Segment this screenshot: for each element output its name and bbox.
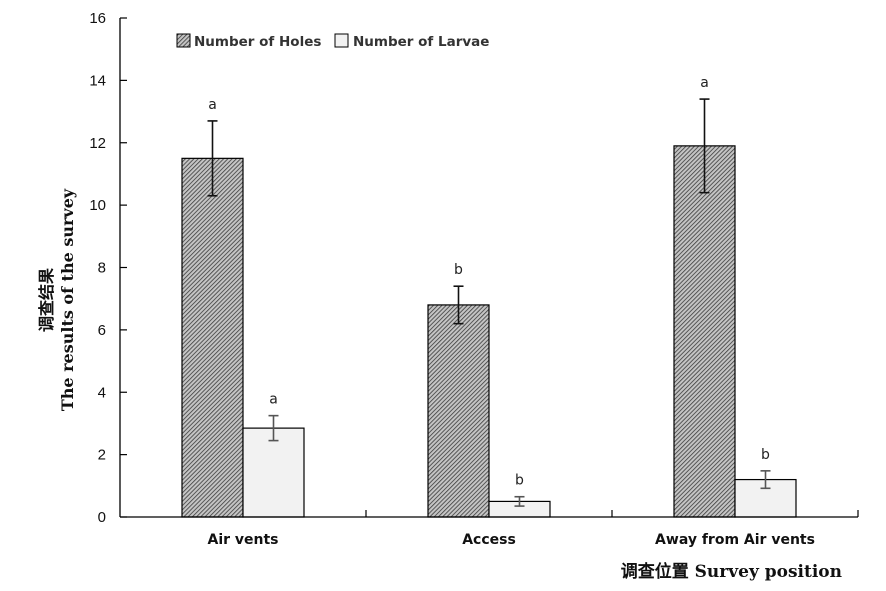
y-axis-title-cn: 调查结果 (37, 268, 56, 332)
y-tick-label: 16 (89, 10, 106, 27)
category-labels: Air vents Access Away from Air vents (207, 532, 814, 548)
y-axis-title-en: The results of the survey (58, 188, 77, 411)
bar-holes (181, 157, 244, 518)
legend-swatch-larvae (334, 33, 349, 48)
significance-label: a (208, 97, 217, 113)
significance-label: b (761, 447, 770, 463)
significance-label: b (454, 262, 463, 278)
category-label: Access (462, 532, 516, 548)
legend: Number of Holes Number of Larvae (176, 33, 489, 50)
legend-label-holes: Number of Holes (194, 34, 321, 50)
category-label: Away from Air vents (655, 532, 815, 548)
y-tick-label: 10 (89, 197, 106, 214)
legend-label-larvae: Number of Larvae (353, 34, 489, 50)
significance-label: b (515, 473, 524, 489)
y-ticks: 0 2 4 6 8 10 12 14 16 (89, 10, 127, 526)
x-ticks (365, 510, 859, 517)
bars-layer: a a b b a b (181, 75, 797, 518)
y-tick-label: 8 (98, 260, 106, 277)
legend-swatch-holes (176, 33, 191, 48)
y-tick-label: 4 (98, 384, 106, 401)
y-tick-label: 6 (98, 322, 106, 339)
y-tick-label: 14 (89, 72, 106, 89)
bar-holes (673, 145, 736, 518)
significance-label: a (269, 392, 278, 408)
y-tick-label: 0 (98, 509, 106, 526)
bar-larvae (242, 427, 305, 518)
y-tick-label: 2 (98, 447, 106, 464)
y-axis-title: 调查结果 The results of the survey (37, 188, 77, 411)
category-label: Air vents (207, 532, 278, 548)
x-axis-title: 调查位置 Survey position (621, 561, 842, 582)
y-tick-label: 12 (89, 135, 106, 152)
bar-holes (427, 304, 490, 518)
significance-label: a (700, 75, 709, 91)
